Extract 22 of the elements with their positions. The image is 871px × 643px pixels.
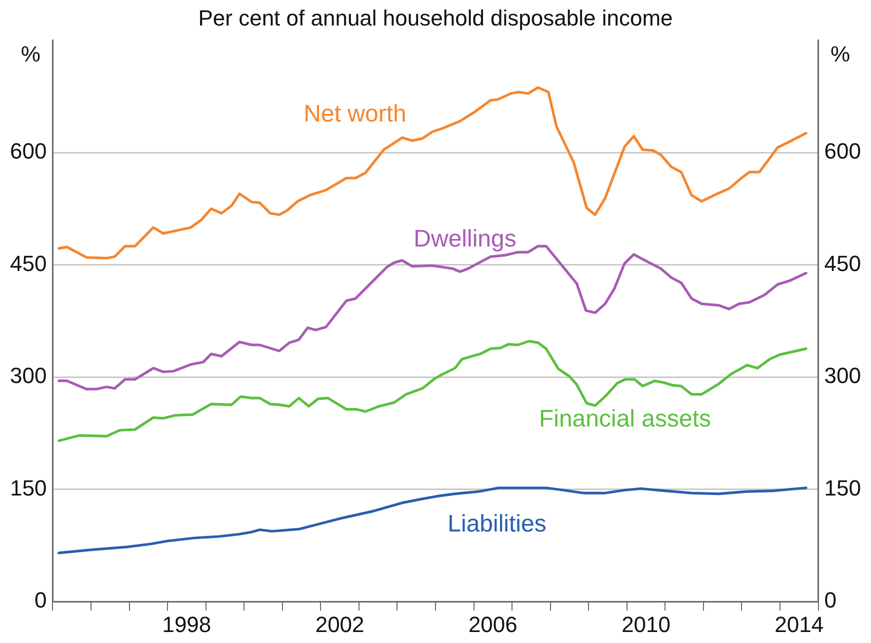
y-tick-label: 300: [10, 363, 47, 388]
series-label: Dwellings: [414, 226, 516, 253]
y2-tick-label: 600: [824, 138, 862, 164]
y2-axis-title: %: [830, 41, 850, 66]
x-tick-label: 2002: [315, 612, 364, 637]
chart-title: Per cent of annual household disposable income: [198, 5, 673, 30]
x-tick-label: 2006: [468, 612, 518, 637]
y2-tick-label: 450: [824, 250, 862, 276]
y2-tick-label: 0: [824, 588, 837, 613]
series-label: Liabilities: [448, 510, 546, 538]
y-tick-label: 150: [10, 475, 47, 500]
y-tick-label: 0: [34, 588, 47, 613]
x-tick-label: 2010: [622, 612, 671, 637]
y2-tick-label: 300: [824, 363, 862, 388]
x-tick-label: 1998: [162, 612, 212, 637]
series-label: Net worth: [304, 100, 406, 128]
series-label: Financial assets: [538, 406, 712, 433]
y2-tick-label: 150: [824, 475, 862, 500]
y-axis-title: %: [20, 41, 40, 66]
y-tick-label: 450: [10, 250, 47, 276]
y-tick-label: 600: [10, 138, 47, 164]
x-tick-label: 2014: [774, 612, 824, 637]
